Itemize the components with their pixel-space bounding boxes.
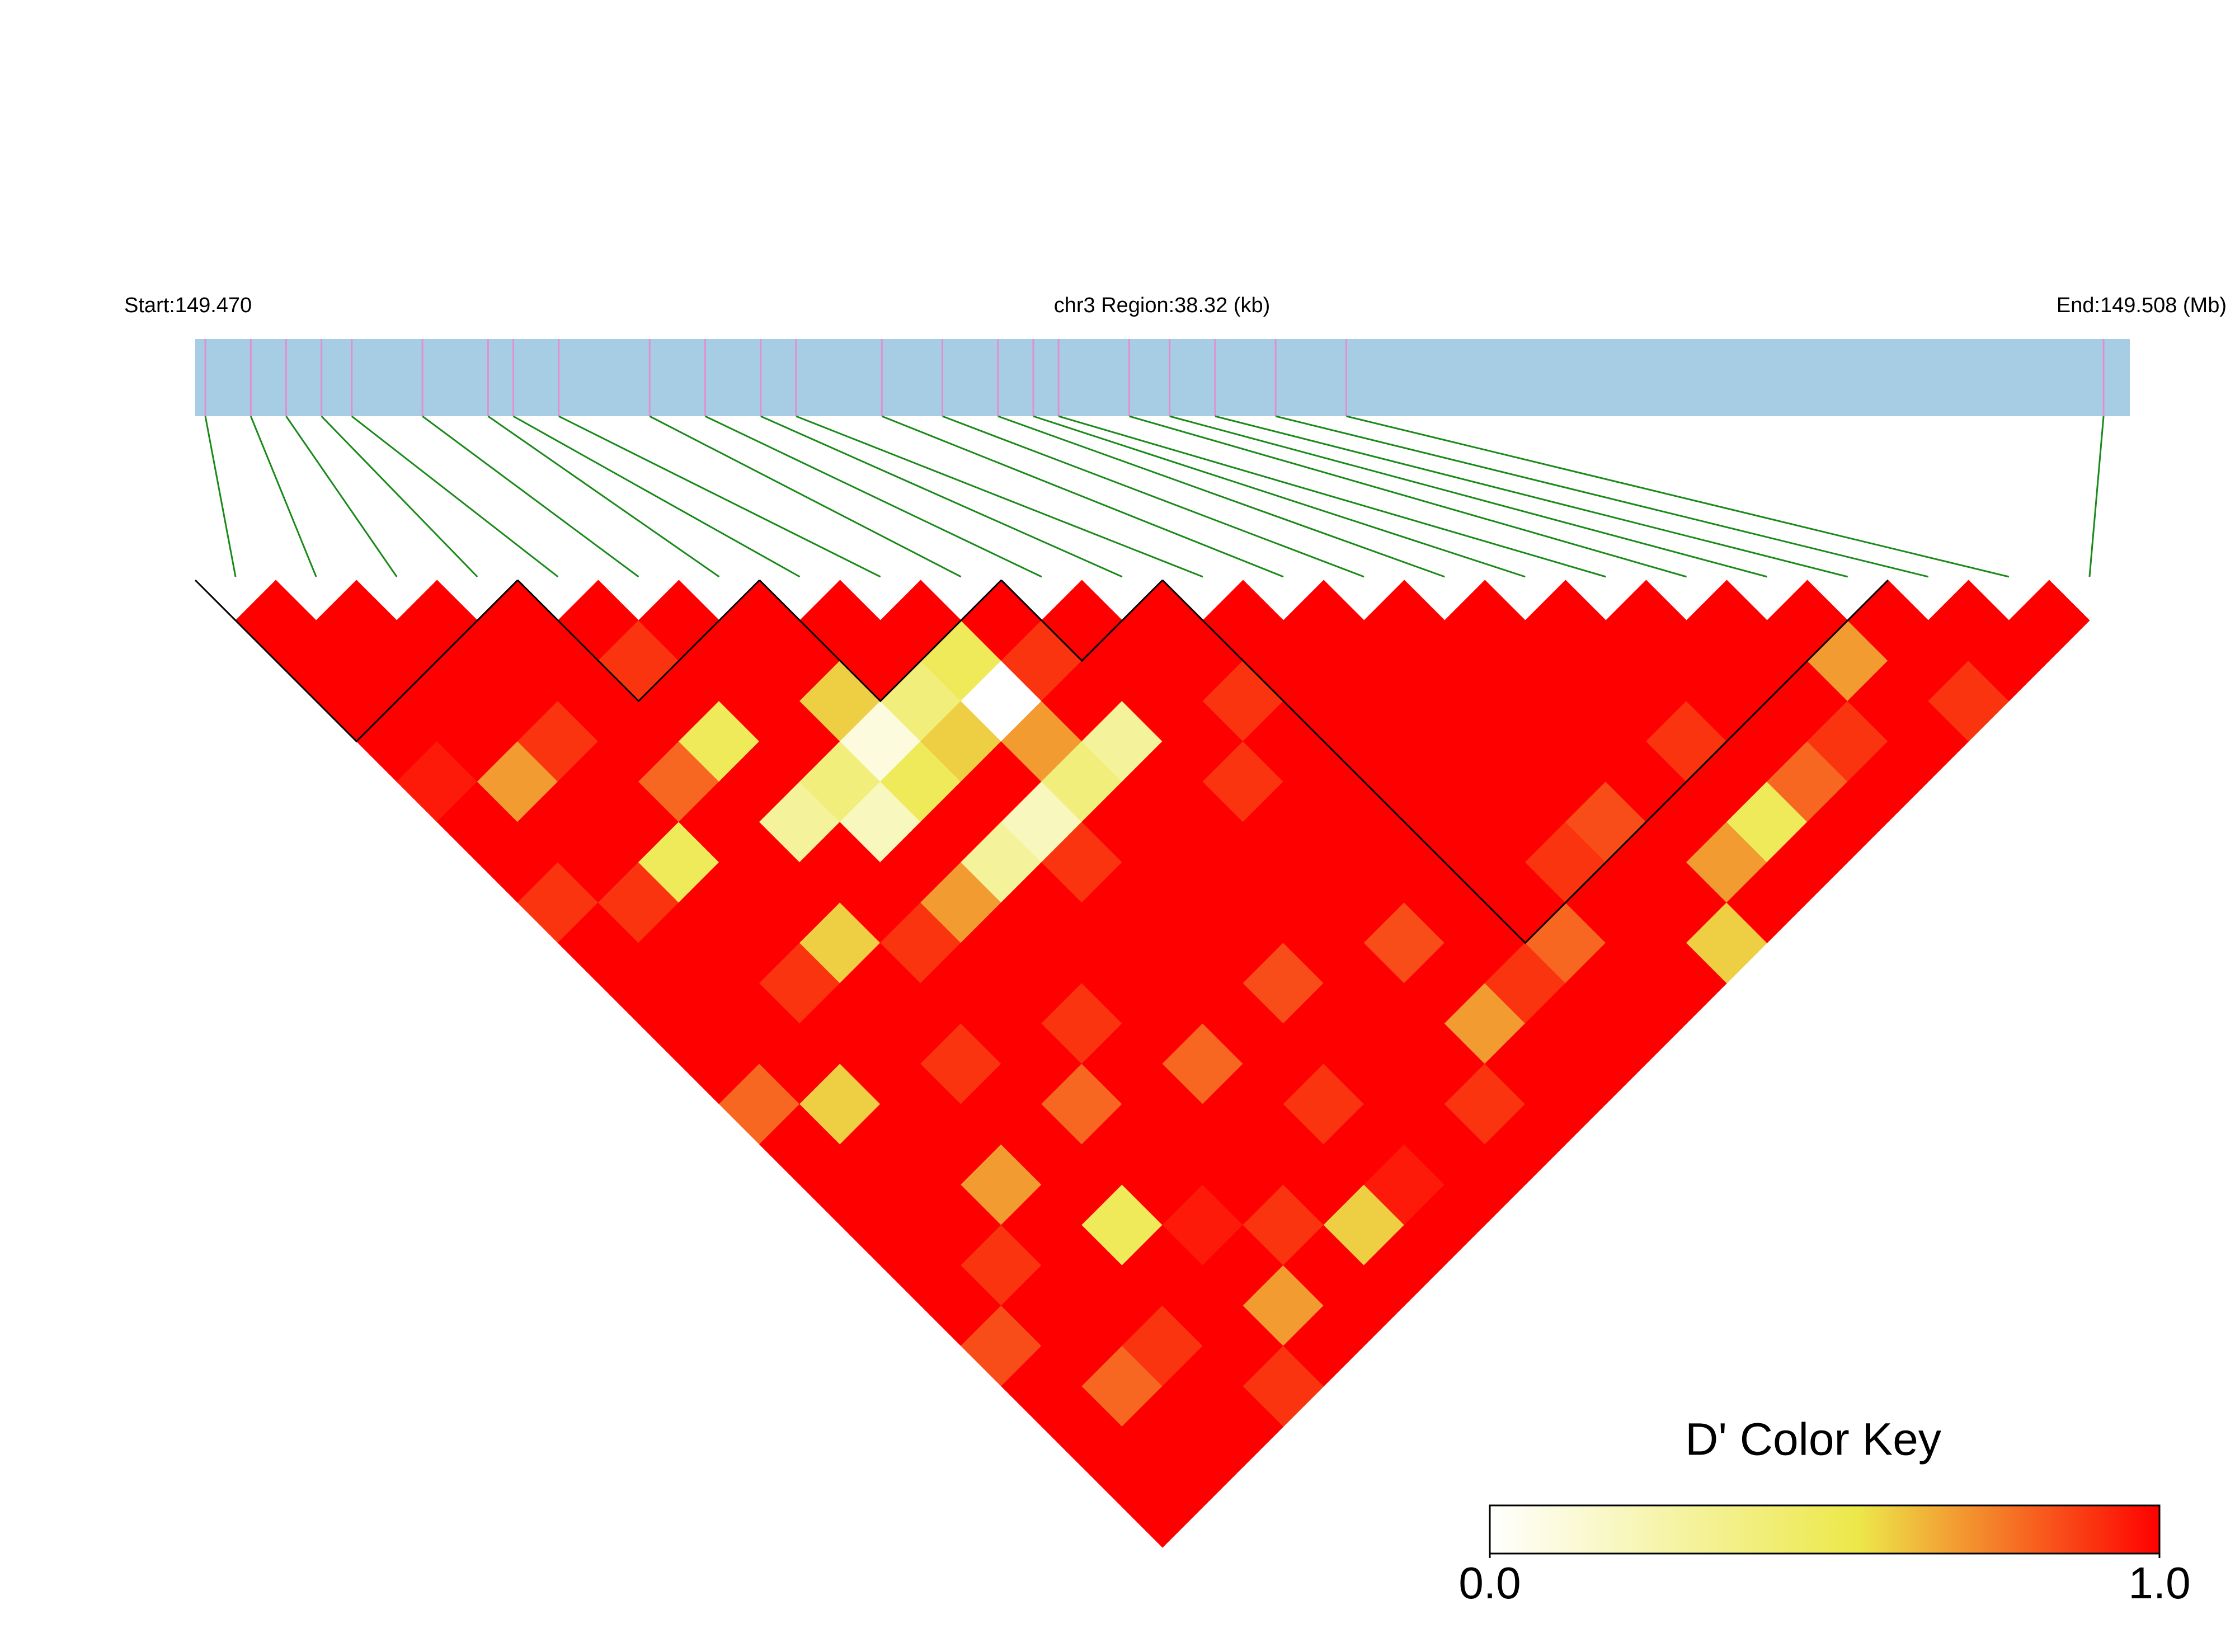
ld-block — [1161, 579, 1889, 944]
ld-cell — [2008, 580, 2090, 661]
snp-connector — [942, 415, 1364, 578]
snp-connector — [1275, 415, 1929, 578]
ld-block — [1000, 579, 1164, 662]
snp-connector — [1058, 415, 1606, 578]
snp-connector — [1169, 415, 1768, 578]
snp-connector — [351, 415, 559, 578]
snp-connector — [997, 415, 1445, 578]
region-label: chr3 Region:38.32 (kb) — [1054, 294, 1271, 317]
ld-block — [194, 579, 519, 743]
colorbar-title: D' Color Key — [1685, 1414, 1941, 1465]
ld-block — [759, 579, 1002, 703]
snp-connector — [796, 415, 1203, 578]
colorbar-tick-label: 1.0 — [2128, 1558, 2190, 1608]
snp-connector — [649, 415, 962, 578]
snp-connector — [881, 415, 1284, 578]
snp-connector — [704, 415, 1042, 578]
start-label: Start:149.470 — [124, 294, 252, 317]
position-bar — [195, 339, 2130, 416]
end-label: End:149.508 (Mb) — [2057, 294, 2227, 317]
snp-connector — [422, 415, 639, 578]
snp-connector — [2088, 416, 2105, 577]
snp-connector — [1033, 415, 1526, 578]
snp-connector — [321, 415, 478, 578]
snp-connector — [760, 415, 1123, 578]
snp-connector — [558, 415, 881, 578]
ld-block — [517, 579, 760, 703]
snp-connector — [250, 416, 317, 577]
snp-connector — [1215, 415, 1848, 578]
snp-connector — [1346, 415, 2010, 578]
snp-connector — [487, 415, 720, 578]
colorbar — [1489, 1504, 2161, 1555]
snp-connector — [1129, 415, 1687, 578]
colorbar-tick-label: 0.0 — [1458, 1558, 1521, 1608]
snp-connector — [512, 415, 801, 578]
snp-connector — [285, 416, 398, 577]
snp-connector — [204, 416, 237, 577]
